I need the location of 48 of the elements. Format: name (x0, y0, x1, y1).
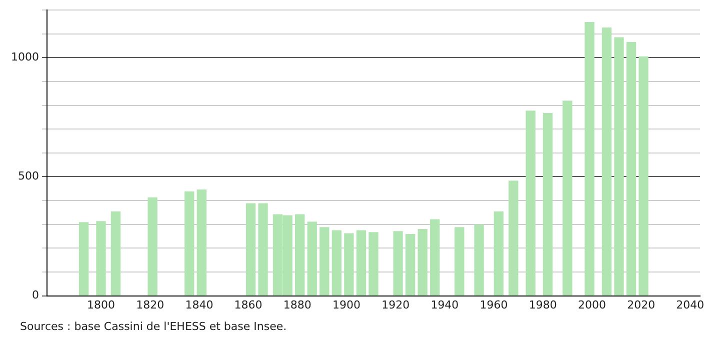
bar (246, 203, 256, 296)
bar (508, 180, 518, 296)
x-tick-label: 1960 (480, 298, 508, 312)
bar (542, 113, 553, 296)
bar (196, 189, 206, 296)
bar (405, 234, 416, 296)
x-tick-label: 1840 (185, 298, 214, 312)
bar (614, 37, 624, 296)
bar (638, 56, 648, 296)
x-tick-label: 1940 (430, 298, 459, 312)
x-tick-label: 1920 (382, 298, 410, 312)
bar (78, 222, 89, 296)
source-note: Sources : base Cassini de l'EHESS et base Insee. (20, 320, 287, 333)
bar (562, 100, 572, 296)
x-tick-label: 2020 (627, 298, 656, 312)
bar (526, 110, 536, 296)
bar (332, 230, 342, 296)
bar (474, 224, 484, 296)
bar (110, 211, 121, 296)
y-tick-label: 500 (18, 170, 39, 183)
bar (258, 203, 268, 296)
x-tick-label: 1820 (136, 298, 164, 312)
bar (368, 232, 378, 296)
bar (96, 221, 106, 296)
bar (393, 231, 403, 296)
bar (344, 233, 354, 296)
bar (184, 191, 194, 296)
bar (454, 227, 464, 296)
x-tick-label: 1900 (332, 298, 360, 312)
bar (430, 219, 440, 296)
bar (295, 214, 305, 296)
x-tick-label: 1800 (87, 298, 115, 312)
bar (626, 42, 636, 296)
y-tick-label: 0 (32, 288, 39, 302)
bar (356, 230, 366, 296)
y-tick-label: 1000 (10, 50, 39, 64)
x-tick-label: 1860 (234, 298, 262, 312)
bar (494, 211, 504, 296)
bar (584, 22, 594, 296)
x-tick-label: 2000 (578, 298, 606, 312)
x-tick-label: 1980 (528, 298, 557, 312)
bar (602, 28, 612, 296)
x-tick-label: 2040 (676, 298, 704, 312)
bar (148, 197, 158, 296)
bar (418, 229, 428, 296)
bar (307, 222, 317, 296)
bar (320, 227, 330, 296)
x-tick-label: 1880 (283, 298, 312, 312)
